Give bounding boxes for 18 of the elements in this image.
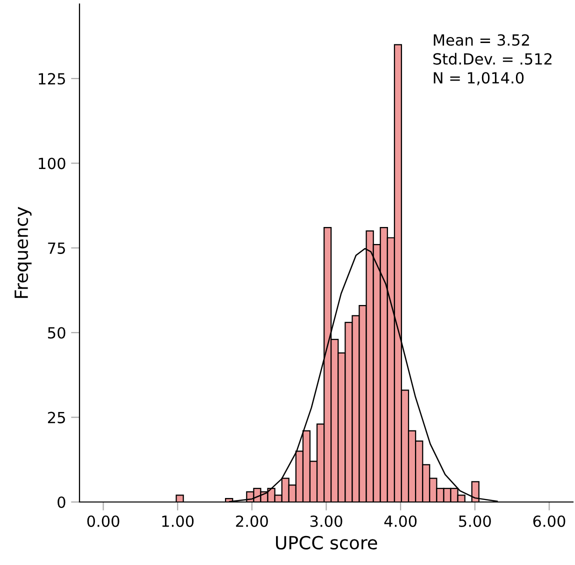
annotation: Mean = 3.52 (434, 34, 529, 46)
y-tick-label: 100 (38, 158, 66, 170)
y-tick-label: 50 (48, 327, 66, 339)
x-tick-label: 3.00 (310, 515, 342, 528)
x-tick-label: 1.00 (162, 515, 194, 528)
x-axis-title: UPCC score (276, 536, 378, 550)
y-tick-label: 25 (48, 412, 65, 424)
annotation: Std.Dev. = .512 (433, 52, 552, 65)
y-tick-label: 75 (48, 242, 65, 254)
x-tick-label: 6.00 (533, 515, 566, 528)
x-tick-label: 0.00 (87, 515, 120, 528)
y-tick-label: 0 (58, 496, 66, 508)
x-tick-label: 4.00 (384, 515, 417, 528)
x-tick-label: 5.00 (459, 515, 491, 528)
y-axis-title: Frequency (14, 206, 32, 298)
annotation: N = 1,014.0 (434, 72, 524, 86)
x-tick-label: 2.00 (236, 515, 268, 528)
y-tick-label: 125 (38, 72, 65, 85)
